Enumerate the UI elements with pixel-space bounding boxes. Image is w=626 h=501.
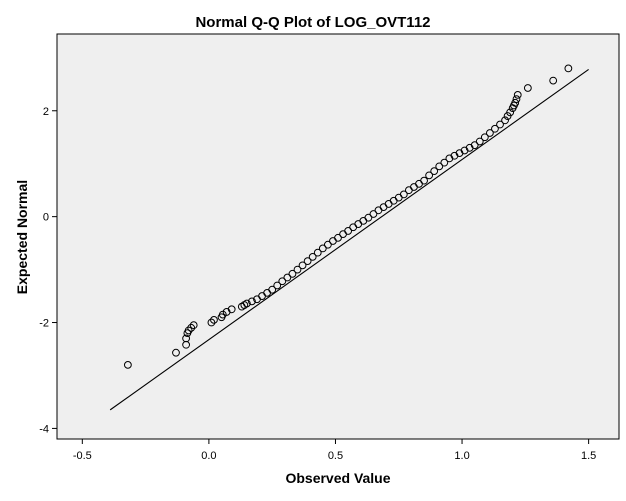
data-point xyxy=(512,95,521,104)
x-tick-label: 1.0 xyxy=(454,450,469,462)
x-tick-label: -0.5 xyxy=(73,450,92,462)
data-point xyxy=(278,277,287,286)
data-point xyxy=(210,315,218,324)
reference-line-group xyxy=(109,69,589,411)
data-point xyxy=(313,248,322,257)
data-point xyxy=(189,321,198,330)
data-point xyxy=(298,261,307,270)
data-point xyxy=(496,120,504,129)
data-point xyxy=(123,360,132,369)
data-points xyxy=(123,64,573,369)
plot-area xyxy=(56,33,620,440)
data-point xyxy=(242,299,251,308)
data-point xyxy=(399,190,408,199)
x-tick-label: 1.5 xyxy=(581,450,596,462)
data-point xyxy=(334,233,342,242)
data-point xyxy=(187,323,196,332)
y-tick-label: -2 xyxy=(39,318,49,330)
data-point xyxy=(523,84,532,92)
data-point xyxy=(430,167,439,176)
chart-title: Normal Q-Q Plot of LOG_OVT112 xyxy=(195,14,430,31)
y-tick-label: -4 xyxy=(39,423,49,435)
data-point xyxy=(470,141,479,150)
data-point xyxy=(364,213,373,222)
data-point xyxy=(511,98,520,107)
reference-line xyxy=(109,69,589,411)
data-point xyxy=(184,326,193,335)
data-point xyxy=(227,305,236,314)
data-point xyxy=(288,269,297,278)
data-point xyxy=(207,318,216,327)
y-axis-label: Expected Normal xyxy=(14,180,30,294)
data-point xyxy=(318,244,327,253)
data-point xyxy=(303,257,312,266)
x-axis-label: Observed Value xyxy=(285,470,390,486)
axis-ticks: -0.5 0.0 0.5 1.0 1.5 -4 -2 0 2 xyxy=(39,106,596,462)
x-tick-label: 0.0 xyxy=(201,450,216,462)
data-point xyxy=(501,116,509,125)
data-point xyxy=(268,285,277,294)
data-point xyxy=(344,227,353,235)
data-point xyxy=(182,334,191,343)
data-point xyxy=(323,240,332,249)
data-point xyxy=(480,133,489,142)
data-point xyxy=(248,297,256,306)
data-point xyxy=(506,108,515,117)
data-point xyxy=(273,281,282,290)
data-point xyxy=(475,137,484,146)
y-tick-label: 0 xyxy=(43,212,49,224)
data-point xyxy=(369,210,378,218)
data-point xyxy=(491,124,499,133)
data-point xyxy=(435,162,444,171)
data-point xyxy=(172,348,180,357)
y-tick-label: 2 xyxy=(43,106,49,118)
data-point xyxy=(308,252,317,261)
data-point xyxy=(549,76,558,85)
data-point xyxy=(440,158,449,167)
data-point xyxy=(425,171,434,180)
data-point xyxy=(485,129,494,137)
data-point xyxy=(293,265,302,274)
data-point xyxy=(283,273,292,282)
x-tick-label: 0.5 xyxy=(328,450,343,462)
data-point xyxy=(564,64,573,73)
data-point xyxy=(513,90,522,99)
data-point xyxy=(420,176,428,185)
